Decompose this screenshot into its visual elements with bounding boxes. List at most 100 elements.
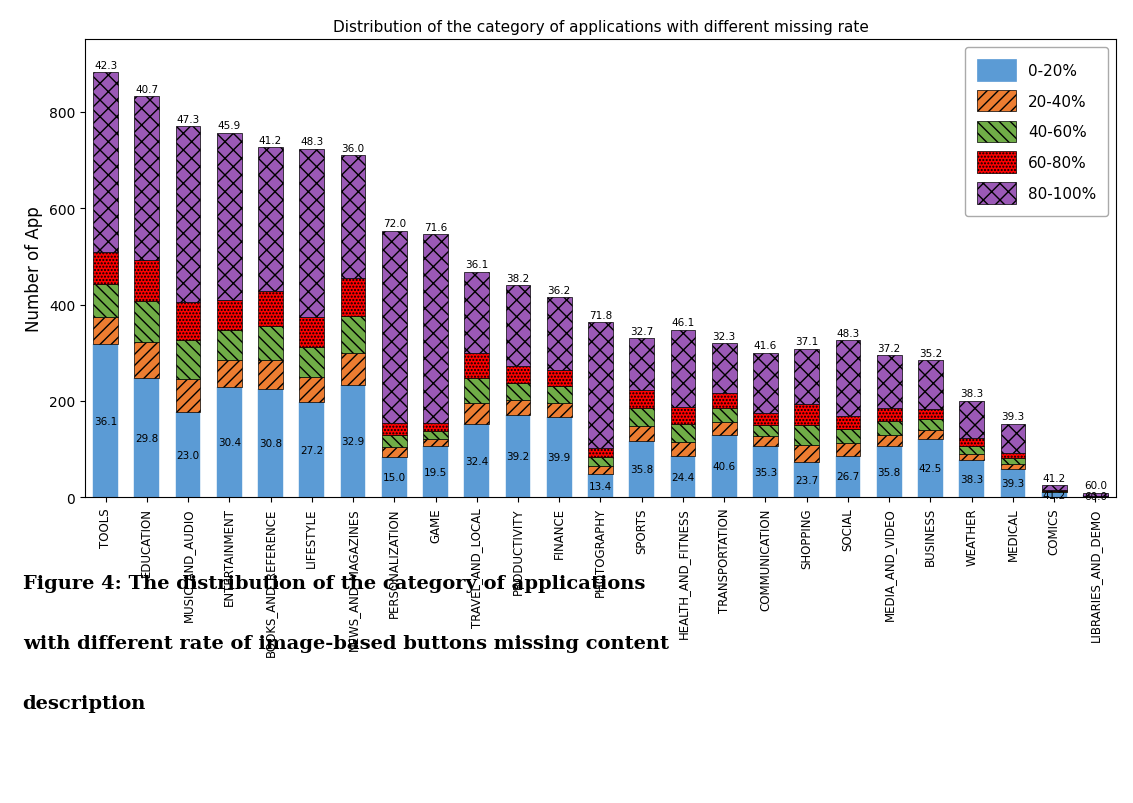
Bar [712, 422, 736, 435]
Text: 46.1: 46.1 [672, 318, 695, 328]
Bar [216, 301, 241, 331]
Bar [93, 285, 118, 317]
Text: 35.3: 35.3 [753, 467, 777, 477]
Bar [588, 323, 613, 449]
Bar [712, 344, 736, 393]
Text: 47.3: 47.3 [177, 115, 199, 124]
Bar [258, 292, 283, 326]
Bar [547, 403, 572, 418]
Text: 48.3: 48.3 [836, 328, 860, 338]
Bar [671, 425, 696, 442]
Bar [423, 431, 448, 439]
Text: 32.3: 32.3 [713, 332, 735, 341]
Text: 15.0: 15.0 [383, 473, 406, 483]
Bar [753, 446, 778, 498]
Bar [505, 367, 530, 384]
Bar [135, 301, 160, 343]
Bar [93, 344, 118, 498]
Text: 35.8: 35.8 [630, 464, 654, 475]
Text: 30.4: 30.4 [218, 438, 241, 447]
Text: 23.0: 23.0 [177, 450, 199, 460]
Text: 27.2: 27.2 [300, 446, 323, 455]
Text: with different rate of image-based buttons missing content: with different rate of image-based butto… [23, 634, 668, 652]
Bar [1000, 424, 1025, 453]
Bar [176, 413, 201, 498]
Text: 60.0: 60.0 [1084, 491, 1107, 501]
Bar [505, 384, 530, 401]
Bar [1083, 495, 1108, 498]
Bar [258, 361, 283, 390]
Bar [93, 253, 118, 285]
Bar [382, 231, 407, 423]
Bar [382, 435, 407, 447]
Text: 41.2: 41.2 [259, 136, 282, 145]
Bar [135, 97, 160, 260]
Bar [423, 423, 448, 431]
Bar [1000, 464, 1025, 469]
Bar [629, 441, 654, 498]
Text: 32.7: 32.7 [630, 327, 654, 336]
Text: 60.0: 60.0 [1084, 481, 1107, 491]
Bar [629, 339, 654, 391]
Bar [753, 425, 778, 437]
Bar [176, 127, 201, 302]
Text: 35.8: 35.8 [878, 467, 901, 477]
Bar [1000, 459, 1025, 464]
Bar [135, 343, 160, 378]
Text: 37.2: 37.2 [878, 344, 901, 353]
Text: 39.3: 39.3 [1002, 412, 1024, 422]
Bar [465, 403, 489, 425]
Bar [341, 385, 366, 498]
Bar [258, 326, 283, 361]
Title: Distribution of the category of applications with different missing rate: Distribution of the category of applicat… [333, 20, 868, 35]
Bar [1000, 469, 1025, 498]
Bar [753, 437, 778, 446]
Bar [341, 316, 366, 353]
Bar [547, 370, 572, 386]
Bar [918, 410, 943, 420]
Text: 32.4: 32.4 [466, 456, 488, 467]
Bar [299, 377, 324, 403]
Bar [918, 439, 943, 498]
Bar [794, 405, 819, 425]
Bar [835, 444, 860, 456]
Bar [1000, 453, 1025, 459]
Text: 29.8: 29.8 [135, 433, 159, 443]
Bar [258, 390, 283, 498]
Bar [835, 340, 860, 417]
Bar [299, 318, 324, 348]
Bar [423, 234, 448, 423]
Text: 39.2: 39.2 [506, 451, 529, 462]
Bar [794, 425, 819, 446]
Text: 26.7: 26.7 [836, 472, 860, 482]
Text: 40.6: 40.6 [713, 462, 735, 471]
Bar [835, 430, 860, 444]
Bar [382, 458, 407, 498]
Bar [960, 454, 985, 461]
Bar [176, 340, 201, 379]
Text: 45.9: 45.9 [218, 121, 241, 131]
Text: 19.5: 19.5 [424, 467, 448, 477]
Bar [258, 148, 283, 292]
Bar [918, 420, 943, 430]
Text: 38.2: 38.2 [506, 274, 529, 283]
Bar [93, 317, 118, 344]
Bar [382, 447, 407, 458]
Bar [135, 378, 160, 498]
Text: 41.2: 41.2 [1042, 490, 1066, 500]
Text: 39.9: 39.9 [547, 453, 571, 463]
Bar [629, 409, 654, 426]
Text: 41.6: 41.6 [753, 341, 777, 351]
Bar [93, 73, 118, 253]
Bar [835, 456, 860, 498]
Text: 24.4: 24.4 [672, 472, 695, 483]
Text: 23.7: 23.7 [795, 475, 818, 485]
Text: 39.3: 39.3 [1002, 479, 1024, 488]
Bar [505, 415, 530, 498]
Text: 36.2: 36.2 [547, 286, 571, 296]
Text: 41.2: 41.2 [1042, 473, 1066, 483]
Text: 36.1: 36.1 [94, 416, 117, 426]
Text: 42.5: 42.5 [919, 463, 942, 474]
Text: 71.8: 71.8 [589, 311, 612, 320]
Bar [960, 461, 985, 498]
